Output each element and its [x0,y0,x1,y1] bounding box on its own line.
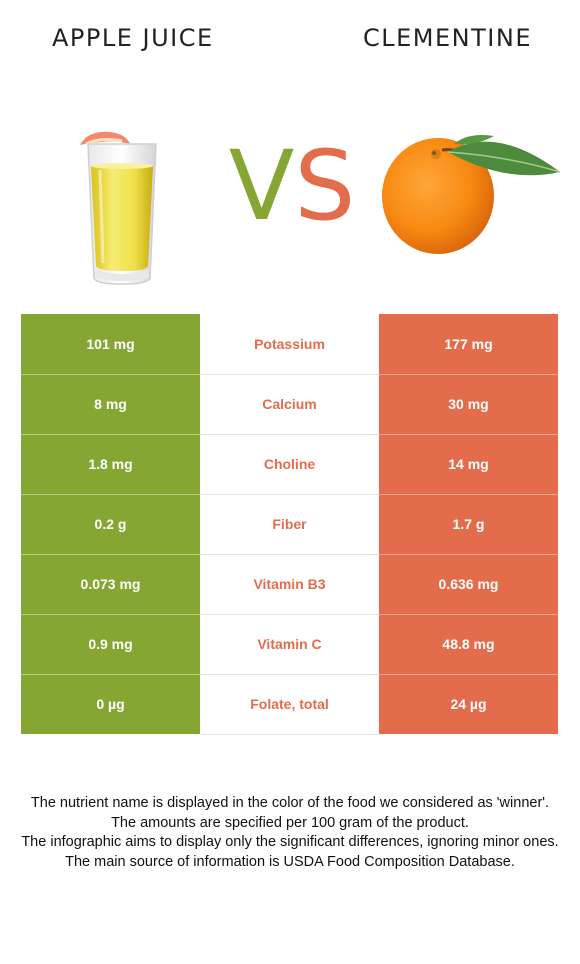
nutrient-name: Potassium [200,314,379,375]
table-row: 0.073 mg Vitamin B3 0.636 mg [21,554,558,615]
nutrient-name: Vitamin B3 [200,554,379,615]
table-row: 0 µg Folate, total 24 µg [21,674,558,735]
footnote: The nutrient name is displayed in the co… [30,795,550,811]
clementine-image [382,135,561,254]
right-food-title: CLEMENTINE [363,24,532,52]
table-row: 0.9 mg Vitamin C 48.8 mg [21,614,558,675]
apple-juice-value: 0.2 g [21,494,200,555]
nutrient-name: Fiber [200,494,379,555]
left-food-title: APPLE JUICE [52,24,214,52]
footnote: The infographic aims to display only the… [21,834,559,850]
versus-v: V [228,130,295,242]
apple-juice-value: 0.073 mg [21,554,200,615]
clementine-value: 48.8 mg [379,614,558,675]
table-row: 0.2 g Fiber 1.7 g [21,494,558,555]
nutrient-name: Choline [200,434,379,495]
table-row: 101 mg Potassium 177 mg [21,314,558,375]
nutrient-name: Vitamin C [200,614,379,675]
apple-juice-value: 0.9 mg [21,614,200,675]
footnotes: The nutrient name is displayed in the co… [18,794,562,872]
versus-s: S [294,130,356,242]
footnote: The main source of information is USDA F… [65,853,515,870]
clementine-value: 0.636 mg [379,554,558,615]
apple-juice-value: 8 mg [21,374,200,435]
clementine-value: 14 mg [379,434,558,495]
clementine-value: 1.7 g [379,494,558,555]
apple-juice-value: 101 mg [21,314,200,375]
nutrient-name: Folate, total [200,674,379,735]
clementine-value: 24 µg [379,674,558,735]
nutrient-name: Calcium [200,374,379,435]
apple-juice-glass-image [80,131,157,285]
apple-juice-value: 0 µg [21,674,200,735]
footnote: The amounts are specified per 100 gram o… [111,814,469,831]
apple-juice-value: 1.8 mg [21,434,200,495]
comparison-table: 101 mg Potassium 177 mg 8 mg Calcium 30 … [21,314,558,735]
table-row: 8 mg Calcium 30 mg [21,374,558,435]
clementine-value: 30 mg [379,374,558,435]
table-row: 1.8 mg Choline 14 mg [21,434,558,495]
clementine-value: 177 mg [379,314,558,375]
